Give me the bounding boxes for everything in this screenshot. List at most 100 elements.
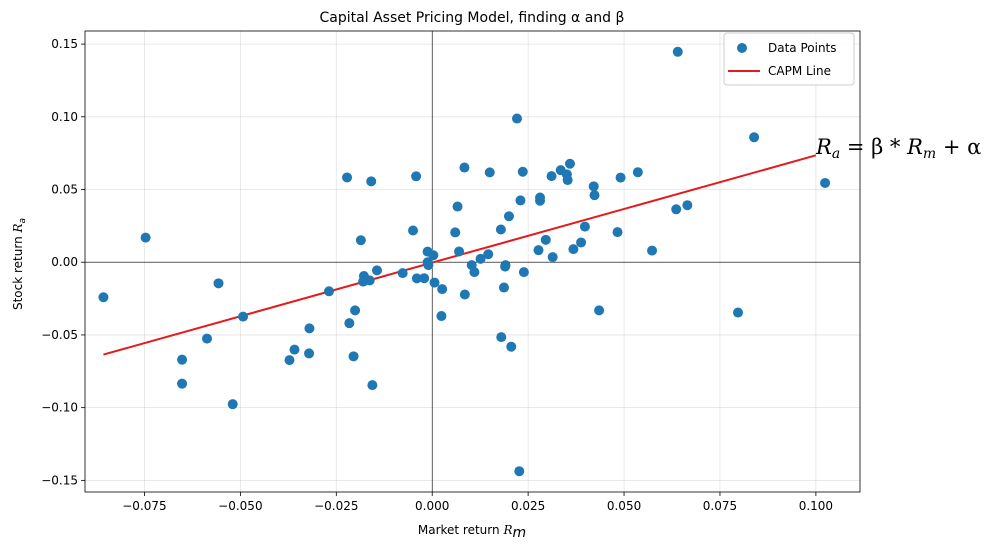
data-point bbox=[749, 132, 760, 143]
data-point bbox=[429, 277, 440, 288]
y-tick-label: −0.10 bbox=[41, 401, 78, 415]
ticks-layer: −0.075 −0.050 −0.025 0.000 0.025 0.050 0.075 0.… bbox=[41, 37, 833, 513]
x-tick-label: −0.025 bbox=[314, 499, 358, 513]
data-point bbox=[364, 275, 375, 286]
data-point bbox=[515, 195, 526, 206]
data-point bbox=[506, 341, 517, 352]
data-point bbox=[177, 378, 188, 389]
y-axis-title-subscript: a bbox=[18, 218, 28, 224]
data-point bbox=[366, 176, 377, 187]
data-point bbox=[202, 333, 213, 344]
x-axis-title-subscript: m bbox=[513, 525, 527, 541]
data-point bbox=[671, 204, 682, 215]
data-point bbox=[454, 246, 465, 257]
data-point bbox=[348, 351, 359, 362]
data-point bbox=[682, 200, 693, 211]
data-point bbox=[533, 245, 544, 256]
y-tick-label: −0.15 bbox=[41, 473, 78, 487]
data-point bbox=[518, 267, 529, 278]
data-point bbox=[371, 265, 382, 276]
data-point bbox=[344, 318, 355, 329]
data-point bbox=[304, 348, 315, 359]
data-point bbox=[469, 267, 480, 278]
data-point bbox=[428, 250, 439, 261]
data-point bbox=[568, 244, 579, 255]
data-point bbox=[579, 221, 590, 232]
data-point bbox=[452, 201, 463, 212]
data-point bbox=[304, 323, 315, 334]
data-point bbox=[411, 171, 422, 182]
x-tick-label: 0.000 bbox=[415, 499, 449, 513]
x-axis-title: Market return Rm bbox=[418, 523, 526, 541]
data-point bbox=[562, 175, 573, 186]
data-point bbox=[500, 260, 511, 271]
data-points-layer bbox=[98, 46, 831, 477]
data-point bbox=[588, 181, 599, 192]
data-point bbox=[732, 307, 743, 318]
x-tick-label: 0.075 bbox=[703, 499, 737, 513]
data-point bbox=[284, 355, 295, 366]
data-point bbox=[289, 344, 300, 355]
data-point bbox=[514, 466, 525, 477]
x-tick-label: −0.075 bbox=[122, 499, 166, 513]
data-point bbox=[495, 224, 506, 235]
data-point bbox=[517, 166, 528, 177]
data-point bbox=[564, 158, 575, 169]
data-point bbox=[483, 249, 494, 260]
legend: Data Points CAPM Line bbox=[723, 32, 855, 86]
data-point bbox=[459, 162, 470, 173]
data-point bbox=[98, 292, 109, 303]
data-point bbox=[213, 278, 224, 289]
data-point bbox=[615, 172, 626, 183]
data-point bbox=[589, 190, 600, 201]
chart-title: Capital Asset Pricing Model, finding α a… bbox=[320, 10, 625, 26]
data-point bbox=[632, 167, 643, 178]
data-point bbox=[496, 332, 507, 343]
data-point bbox=[355, 235, 366, 246]
data-point bbox=[475, 253, 486, 264]
x-tick-label: 0.050 bbox=[607, 499, 641, 513]
data-point bbox=[459, 289, 470, 300]
data-point bbox=[177, 354, 188, 365]
data-point bbox=[647, 245, 658, 256]
data-point bbox=[546, 171, 557, 182]
data-point bbox=[324, 286, 335, 297]
y-tick-label: 0.15 bbox=[51, 37, 78, 51]
x-tick-label: 0.025 bbox=[511, 499, 545, 513]
y-axis-title-text: Stock return bbox=[11, 236, 25, 310]
y-tick-label: 0.10 bbox=[51, 110, 78, 124]
y-tick-label: 0.05 bbox=[51, 183, 78, 197]
data-point bbox=[411, 273, 422, 284]
data-point bbox=[547, 252, 558, 263]
data-point bbox=[419, 273, 430, 284]
x-tick-label: 0.100 bbox=[799, 499, 833, 513]
y-tick-label: 0.00 bbox=[51, 255, 78, 269]
y-tick-label: −0.05 bbox=[41, 328, 78, 342]
capm-formula-annotation: Ra = β * Rm + α bbox=[815, 135, 981, 162]
data-point bbox=[227, 399, 238, 410]
data-point bbox=[503, 211, 514, 222]
data-point bbox=[437, 284, 448, 295]
data-point bbox=[350, 305, 361, 316]
data-point bbox=[436, 311, 447, 322]
plot-frame bbox=[84, 30, 861, 493]
data-point bbox=[512, 113, 523, 124]
x-axis-title-text: Market return bbox=[418, 523, 500, 537]
legend-marker-data-points bbox=[737, 43, 747, 53]
data-point bbox=[612, 227, 623, 238]
legend-label-capm-line: CAPM Line bbox=[768, 64, 831, 78]
legend-label-data-points: Data Points bbox=[768, 41, 837, 55]
data-point bbox=[408, 225, 419, 236]
data-point bbox=[535, 192, 546, 203]
data-point bbox=[140, 232, 151, 243]
y-axis-title: Stock return Ra bbox=[11, 218, 28, 310]
data-point bbox=[498, 282, 509, 293]
x-tick-label: −0.050 bbox=[218, 499, 262, 513]
data-point bbox=[450, 227, 461, 238]
data-point bbox=[238, 311, 249, 322]
data-point bbox=[576, 237, 587, 248]
data-point bbox=[540, 234, 551, 245]
data-point bbox=[367, 380, 378, 391]
